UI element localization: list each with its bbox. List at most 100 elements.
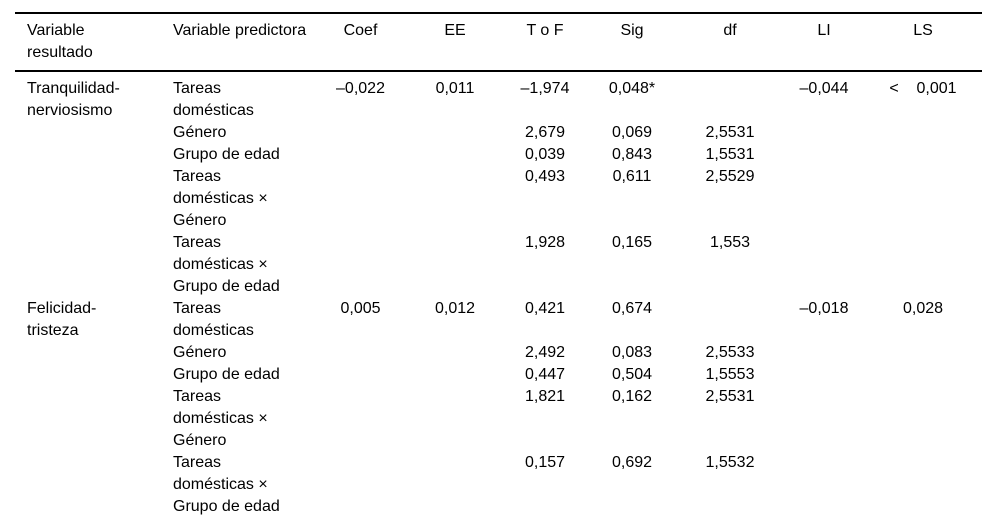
- cell-ee: [408, 122, 502, 144]
- predictor-variable-label: Tareas domésticas × Género: [173, 168, 268, 229]
- cell-df: 2,5533: [705, 344, 755, 361]
- cell-predictor-variable: Tareas domésticas: [163, 71, 313, 122]
- cell-df: 1,5531: [705, 146, 755, 163]
- cell-t-o-f: 0,421: [524, 300, 566, 317]
- cell-sig: 0,843: [611, 146, 653, 163]
- cell-df: 2,5531: [705, 388, 755, 405]
- cell-sig: 0,504: [611, 366, 653, 383]
- table-row: Tranquilidad-nerviosismo Tareas doméstica…: [15, 71, 982, 122]
- cell-predictor-variable: Género: [163, 122, 313, 144]
- cell-coef: [313, 122, 408, 144]
- cell-coef: 0,005: [340, 300, 381, 317]
- cell-sig: 0,674: [611, 300, 653, 317]
- cell-coef: [313, 166, 408, 232]
- cell-t-o-f: 2,492: [524, 344, 566, 361]
- cell-ls: 0,028: [902, 300, 944, 317]
- cell-predictor-variable: Tareas domésticas × Grupo de edad: [163, 232, 313, 298]
- predictor-variable-label: Tareas domésticas: [173, 80, 254, 119]
- cell-t-o-f: 0,039: [524, 146, 566, 163]
- predictor-variable-label: Grupo de edad: [173, 146, 280, 163]
- cell-outcome-variable: [15, 122, 163, 144]
- cell-df: 1,5553: [705, 366, 755, 383]
- cell-t-o-f: 0,493: [524, 168, 566, 185]
- cell-ee: [408, 144, 502, 166]
- cell-ee: 0,012: [434, 300, 476, 317]
- column-header-t-o-f: T o F: [502, 13, 588, 72]
- column-header-ls: LS: [864, 13, 982, 72]
- cell-t-o-f: 2,679: [524, 124, 566, 141]
- cell-df: 2,5531: [705, 124, 755, 141]
- table-row: Género 2,492 0,083 2,5533: [15, 342, 982, 364]
- cell-li: [784, 232, 864, 298]
- cell-sig: 0,611: [612, 168, 652, 185]
- cell-li: [784, 364, 864, 386]
- cell-outcome-variable: Felicidad-tristeza: [15, 298, 163, 342]
- cell-df: 2,5529: [705, 168, 755, 185]
- cell-li: [784, 386, 864, 452]
- cell-t-o-f: –1,974: [520, 80, 570, 97]
- cell-ls: [864, 364, 982, 386]
- cell-ee: [408, 386, 502, 452]
- outcome-variable-label: Tranquilidad-nerviosismo: [27, 80, 120, 119]
- table-row: Grupo de edad 0,039 0,843 1,5531: [15, 144, 982, 166]
- cell-ls: [864, 386, 982, 452]
- cell-ee: [408, 364, 502, 386]
- predictor-variable-label: Género: [173, 344, 227, 361]
- cell-sig: 0,162: [611, 388, 653, 405]
- cell-t-o-f: 0,447: [524, 366, 566, 383]
- table-head: Variable resultado Variable predictora Coe…: [15, 13, 982, 72]
- column-header-sig: Sig: [588, 13, 676, 72]
- cell-ls: [864, 452, 982, 531]
- cell-ee: [408, 232, 502, 298]
- cell-ls: [864, 166, 982, 232]
- table-body: Tranquilidad-nerviosismo Tareas doméstica…: [15, 71, 982, 531]
- cell-outcome-variable: Tranquilidad-nerviosismo: [15, 71, 163, 122]
- cell-sig: 0,048*: [608, 80, 656, 97]
- cell-outcome-variable: [15, 166, 163, 232]
- cell-ls: < 0,001: [889, 80, 957, 97]
- cell-coef: [313, 144, 408, 166]
- cell-df: 1,553: [709, 234, 751, 251]
- cell-sig: 0,165: [611, 234, 653, 251]
- cell-predictor-variable: Tareas domésticas: [163, 298, 313, 342]
- table-row: Tareas domésticas × Género 0,493 0,611 2,55…: [15, 166, 982, 232]
- cell-coef: [313, 364, 408, 386]
- column-header-coef: Coef: [313, 13, 408, 72]
- table-row: Felicidad-tristeza Tareas domésticas 0,005…: [15, 298, 982, 342]
- table-row: Grupo de edad 0,447 0,504 1,5553: [15, 364, 982, 386]
- cell-ee: [408, 452, 502, 531]
- predictor-variable-label: Tareas domésticas × Género: [173, 388, 268, 449]
- cell-ls: [864, 122, 982, 144]
- cell-outcome-variable: [15, 144, 163, 166]
- predictor-variable-label: Tareas domésticas: [173, 300, 254, 339]
- header-row: Variable resultado Variable predictora Coe…: [15, 13, 982, 72]
- cell-sig: 0,692: [611, 454, 653, 471]
- predictor-variable-label: Tareas domésticas × Grupo de edad: [173, 454, 280, 515]
- regression-results-table: Variable resultado Variable predictora Coe…: [15, 12, 982, 531]
- column-header-li: LI: [784, 13, 864, 72]
- cell-coef: [313, 386, 408, 452]
- cell-t-o-f: 1,821: [524, 388, 566, 405]
- cell-outcome-variable: [15, 364, 163, 386]
- table-row: Tareas domésticas × Grupo de edad 0,157 0,…: [15, 452, 982, 531]
- cell-li: [784, 452, 864, 531]
- column-header-variable-resultado: Variable resultado: [15, 13, 163, 72]
- cell-coef: –0,022: [336, 80, 385, 97]
- column-header-variable-predictora: Variable predictora: [163, 13, 313, 72]
- cell-predictor-variable: Tareas domésticas × Género: [163, 386, 313, 452]
- cell-sig: 0,069: [611, 124, 653, 141]
- cell-ee: [408, 342, 502, 364]
- cell-ls: [864, 144, 982, 166]
- cell-ee: [408, 166, 502, 232]
- cell-t-o-f: 0,157: [524, 454, 566, 471]
- predictor-variable-label: Grupo de edad: [173, 366, 280, 383]
- cell-df: [676, 71, 784, 122]
- cell-predictor-variable: Tareas domésticas × Grupo de edad: [163, 452, 313, 531]
- table-row: Género 2,679 0,069 2,5531: [15, 122, 982, 144]
- cell-coef: [313, 452, 408, 531]
- table-row: Tareas domésticas × Grupo de edad 1,928 0,…: [15, 232, 982, 298]
- cell-coef: [313, 232, 408, 298]
- cell-predictor-variable: Grupo de edad: [163, 364, 313, 386]
- cell-outcome-variable: [15, 386, 163, 452]
